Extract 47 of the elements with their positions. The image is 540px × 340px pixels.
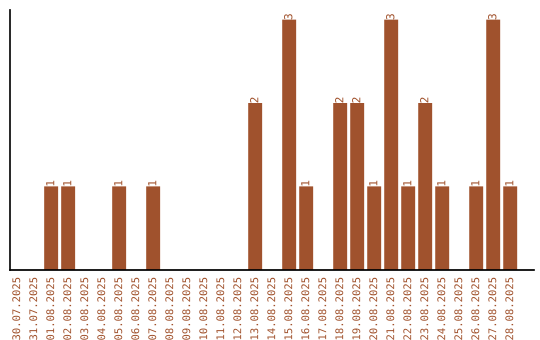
x-tick-label: 03.08.2025 [80,278,88,340]
x-tick-label: 09.08.2025 [182,278,190,340]
x-tick-label: 27.08.2025 [488,278,496,340]
x-tick-label: 26.08.2025 [471,278,480,340]
x-tick-label: 05.08.2025 [114,278,122,340]
data-label: 1 [46,180,54,186]
data-label: 3 [386,14,394,20]
x-tick-label: 02.08.2025 [63,278,72,340]
x-tick-label: 21.08.2025 [386,278,394,340]
x-tick-label: 16.08.2025 [301,278,310,340]
x-tick-label: 31.07.2025 [29,278,38,340]
x-tick-label: 04.08.2025 [97,278,106,340]
x-tick-label: 01.08.2025 [46,278,54,340]
data-label: 2 [420,98,428,103]
x-tick-label: 23.08.2025 [420,278,428,340]
data-label: 1 [437,180,446,186]
x-tick-label: 10.08.2025 [199,278,208,340]
data-label: 1 [505,180,514,186]
x-tick-label: 15.08.2025 [284,278,292,340]
data-label: 3 [488,14,496,20]
data-label: 2 [335,98,344,103]
x-tick-label: 19.08.2025 [352,278,360,340]
data-label: 1 [114,180,122,186]
x-tick-label: 24.08.2025 [437,278,446,340]
x-tick-label: 07.08.2025 [148,278,156,340]
x-tick-label: 12.08.2025 [233,278,242,340]
x-tick-label: 30.07.2025 [12,278,20,340]
x-tick-label: 18.08.2025 [335,278,344,340]
x-tick-label: 22.08.2025 [403,278,412,340]
x-tick-label: 28.08.2025 [505,278,514,340]
x-tick-label: 06.08.2025 [131,278,140,340]
data-label: 3 [284,14,292,20]
x-tick-label: 25.08.2025 [454,278,462,340]
x-tick-label: 14.08.2025 [267,278,276,340]
x-tick-label: 20.08.2025 [369,278,378,340]
data-label: 1 [63,180,72,186]
data-label: 1 [471,180,480,186]
data-label: 1 [301,180,310,186]
data-label: 1 [369,180,378,186]
x-tick-label: 08.08.2025 [165,278,174,340]
data-label: 1 [148,180,156,186]
data-label: 2 [250,98,258,103]
x-tick-label: 17.08.2025 [318,278,326,340]
data-label: 1 [403,180,412,186]
x-tick-label: 13.08.2025 [250,278,258,340]
data-label: 2 [352,98,360,103]
x-tick-label: 11.08.2025 [216,278,224,340]
